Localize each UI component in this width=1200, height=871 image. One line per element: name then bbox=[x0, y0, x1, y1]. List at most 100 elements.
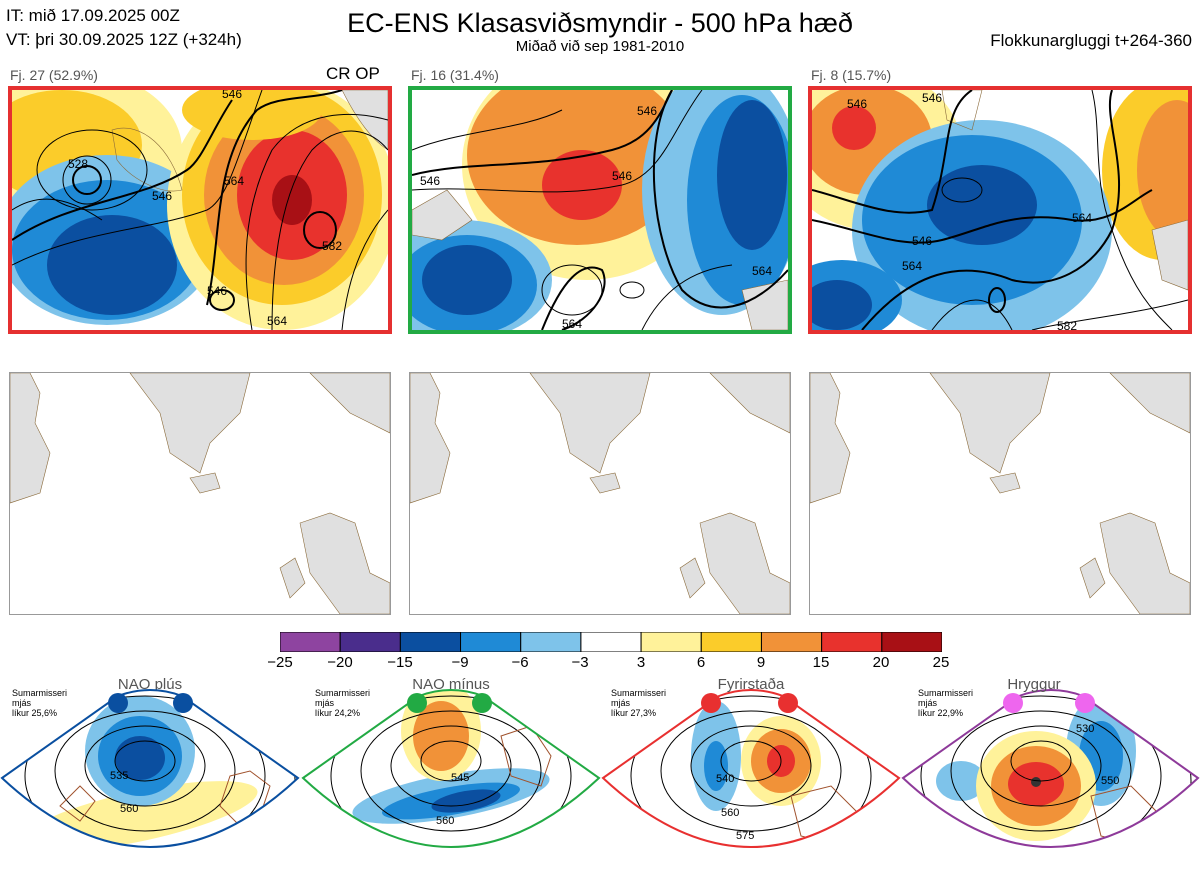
cluster-map-1[interactable]: 528 546 546 564 582 546 564 bbox=[8, 86, 392, 334]
contour-label: 575 bbox=[446, 849, 464, 861]
contour-label: 528 bbox=[68, 157, 88, 171]
contour-label: 546 bbox=[420, 174, 440, 188]
regime-info-line: Sumarmisseri bbox=[315, 688, 371, 698]
colorbar-tick: 3 bbox=[636, 654, 646, 671]
colorbar-swatch bbox=[821, 631, 883, 653]
regime-info-line: mjás bbox=[315, 698, 335, 708]
landmass bbox=[111, 90, 388, 192]
colorbar-swatch bbox=[279, 631, 341, 653]
contour-label: 560 bbox=[721, 807, 739, 819]
page-subtitle: Miðað við sep 1981-2010 bbox=[515, 38, 685, 55]
cluster-3-label: Fj. 8 (15.7%) bbox=[811, 67, 892, 83]
regime-dot-icon bbox=[407, 693, 427, 713]
regime-dot-icon bbox=[1003, 693, 1023, 713]
regime-info-line: mjás bbox=[918, 698, 938, 708]
regime-dot-icon bbox=[701, 693, 721, 713]
colorbar-swatch bbox=[520, 631, 582, 653]
regime-dot-icon bbox=[108, 693, 128, 713]
cluster-3-svg: 546 546 546 564 564 582 bbox=[812, 90, 1188, 330]
regime-nao-minus[interactable]: 545 560 575 Sumarmisseri mjás líkur 24,2… bbox=[301, 676, 601, 871]
contour-label: 564 bbox=[902, 259, 922, 273]
regime-map: 530 550 575 bbox=[901, 689, 1200, 848]
regime-map: 535 560 bbox=[0, 689, 300, 848]
contour-label: 546 bbox=[847, 97, 867, 111]
regime-frame bbox=[301, 689, 601, 848]
empty-map-2[interactable] bbox=[409, 372, 791, 615]
regime-info-line: mjás bbox=[611, 698, 631, 708]
contour-label: 582 bbox=[322, 239, 342, 253]
height-contours bbox=[12, 90, 388, 330]
contour-label: 575 bbox=[736, 830, 754, 842]
contour-label: 546 bbox=[222, 90, 242, 101]
colorbar-swatch bbox=[580, 631, 642, 653]
regime-map: 545 560 575 bbox=[301, 689, 601, 861]
height-contours bbox=[412, 90, 788, 330]
regime-title: Fyrirstaða bbox=[717, 676, 785, 693]
landmass bbox=[412, 189, 788, 330]
contour-label: 546 bbox=[612, 169, 632, 183]
cluster-2-svg: 546 546 546 564 564 bbox=[412, 90, 788, 330]
contour-label: 564 bbox=[752, 264, 772, 278]
page-title: EC-ENS Klasasviðsmyndir - 500 hPa hæð bbox=[347, 8, 853, 38]
regime-info-line: líkur 22,9% bbox=[918, 708, 964, 718]
contour-label: 546 bbox=[152, 189, 172, 203]
regime-frame bbox=[601, 689, 901, 848]
empty-map-1[interactable] bbox=[9, 372, 391, 615]
contour-label: 564 bbox=[224, 174, 244, 188]
regime-frame bbox=[901, 689, 1200, 848]
colorbar-swatch bbox=[399, 631, 462, 653]
cluster-1-svg: 528 546 546 564 582 546 564 bbox=[12, 90, 388, 330]
contour-label: 560 bbox=[120, 803, 138, 815]
regime-title: NAO plús bbox=[117, 676, 183, 693]
colorbar-tick: −25 bbox=[267, 654, 293, 671]
clustering-window: Flokkunargluggi t+264-360 bbox=[990, 31, 1192, 50]
empty-map-3[interactable] bbox=[809, 372, 1191, 615]
contour-label: 540 bbox=[716, 773, 734, 785]
regime-info-line: Sumarmisseri bbox=[611, 688, 667, 698]
contour-label: 546 bbox=[637, 104, 657, 118]
regime-dot-icon bbox=[173, 693, 193, 713]
colorbar-ticks: −25 −20 −15 −9 −6 −3 3 6 9 15 20 25 bbox=[267, 654, 949, 674]
regime-title: Hryggur bbox=[1007, 676, 1061, 693]
colorbar bbox=[279, 631, 943, 653]
regime-dot-icon bbox=[472, 693, 492, 713]
cluster-map-2[interactable]: 546 546 546 564 564 bbox=[408, 86, 792, 334]
contour-label: 564 bbox=[267, 314, 287, 328]
regime-frame bbox=[0, 689, 300, 848]
regime-map: 540 560 575 bbox=[601, 689, 901, 848]
regime-ridge[interactable]: 530 550 575 Sumarmisseri mjás líkur 22,9… bbox=[901, 676, 1200, 871]
colorbar-tick: −3 bbox=[571, 654, 589, 671]
colorbar-swatch bbox=[700, 631, 762, 653]
regime-info-line: líkur 27,3% bbox=[611, 708, 657, 718]
base-map bbox=[810, 373, 1190, 614]
anomaly-fill bbox=[812, 90, 1188, 330]
valid-time: VT: þri 30.09.2025 12Z (+324h) bbox=[6, 30, 242, 49]
contour-label: 545 bbox=[451, 772, 469, 784]
regime-info-line: Sumarmisseri bbox=[918, 688, 974, 698]
contour-label: 546 bbox=[207, 284, 227, 298]
colorbar-swatch bbox=[881, 631, 943, 653]
landmass bbox=[941, 90, 1188, 291]
colorbar-tick: 25 bbox=[932, 654, 950, 671]
colorbar-tick: −6 bbox=[511, 654, 529, 671]
contour-label: 564 bbox=[562, 317, 582, 330]
base-map bbox=[10, 373, 390, 614]
regime-nao-plus[interactable]: Sumarmisseri mjás líkur 25,6% NAO plús 5… bbox=[0, 676, 300, 871]
anomaly-fill bbox=[12, 90, 388, 330]
colorbar-swatch bbox=[640, 631, 702, 653]
regime-blocking[interactable]: 540 560 575 Sumarmisseri mjás líkur 27,3… bbox=[601, 676, 901, 871]
colorbar-tick: 6 bbox=[696, 654, 706, 671]
base-map bbox=[410, 373, 790, 614]
colorbar-tick: −20 bbox=[327, 654, 353, 671]
contour-label: 546 bbox=[922, 91, 942, 105]
height-contours bbox=[812, 90, 1188, 330]
anomaly-fill bbox=[412, 90, 788, 330]
cluster-map-3[interactable]: 546 546 546 564 564 582 bbox=[808, 86, 1192, 334]
cluster-1-label: Fj. 27 (52.9%) bbox=[10, 67, 98, 83]
regime-info-line: líkur 24,2% bbox=[315, 708, 361, 718]
regime-info-line: Sumarmisseri bbox=[12, 688, 68, 698]
colorbar-tick: 20 bbox=[872, 654, 890, 671]
contour-label: 560 bbox=[436, 815, 454, 827]
cluster-2-label: Fj. 16 (31.4%) bbox=[411, 67, 499, 83]
regime-info-line: líkur 25,6% bbox=[12, 708, 58, 718]
